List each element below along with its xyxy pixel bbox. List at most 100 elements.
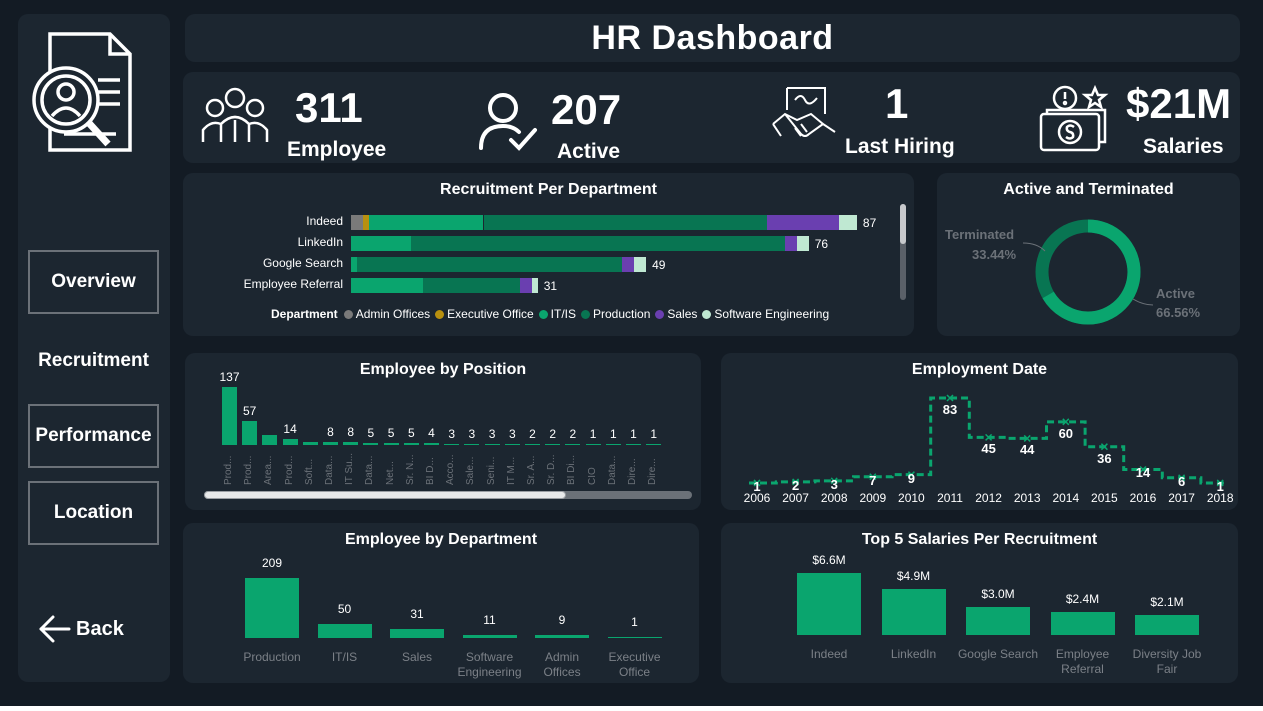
position-category-label: Net... bbox=[384, 461, 396, 485]
employment-point-marker[interactable] bbox=[869, 473, 877, 481]
recruitment-bar-segment[interactable] bbox=[357, 257, 623, 272]
position-bar[interactable] bbox=[242, 420, 258, 445]
kpi-active-value: 207 bbox=[551, 86, 622, 133]
employment-point-marker[interactable] bbox=[946, 394, 954, 402]
employment-point-marker[interactable] bbox=[985, 433, 993, 441]
position-bar[interactable] bbox=[444, 443, 460, 445]
kpi-salaries-label: Salaries bbox=[1143, 135, 1224, 158]
position-bar[interactable] bbox=[646, 444, 662, 445]
position-value-label: 1 bbox=[650, 427, 658, 441]
donut-active-arc bbox=[1035, 219, 1141, 325]
position-bar[interactable] bbox=[424, 443, 439, 445]
employment-point-marker[interactable] bbox=[907, 471, 915, 479]
recruitment-bar-segment[interactable] bbox=[351, 257, 358, 272]
position-bar[interactable] bbox=[585, 444, 601, 445]
employment-point-marker[interactable] bbox=[1216, 479, 1224, 487]
department-bar[interactable] bbox=[535, 635, 589, 638]
kpi-employee-label: Employee bbox=[287, 138, 387, 161]
position-bar[interactable] bbox=[545, 444, 561, 445]
employment-point-marker[interactable] bbox=[753, 479, 761, 487]
salary-bar[interactable] bbox=[881, 588, 946, 635]
recruitment-bar-segment[interactable] bbox=[351, 215, 364, 230]
department-bar[interactable] bbox=[462, 634, 517, 638]
position-bar[interactable] bbox=[484, 443, 500, 445]
salary-bar[interactable] bbox=[966, 606, 1030, 635]
position-bar[interactable] bbox=[262, 434, 278, 445]
recruitment-row-total: 31 bbox=[543, 279, 558, 293]
employment-point-marker[interactable] bbox=[1178, 474, 1186, 482]
employment-point-marker[interactable] bbox=[1062, 418, 1070, 426]
terminated-percent: 33.44% bbox=[972, 247, 1017, 262]
recruitment-bar-segment[interactable] bbox=[634, 257, 647, 272]
recruitment-bar-segment[interactable] bbox=[796, 236, 809, 251]
position-bar[interactable] bbox=[565, 444, 581, 445]
back-button[interactable]: Back bbox=[38, 614, 124, 644]
employment-point-marker[interactable] bbox=[1139, 465, 1147, 474]
position-value-label: 57 bbox=[243, 403, 257, 418]
position-bar[interactable] bbox=[222, 387, 237, 445]
position-bar[interactable] bbox=[525, 444, 540, 445]
recruitment-row-label: Google Search bbox=[262, 256, 343, 270]
position-category-label: Sale... bbox=[465, 456, 477, 485]
legend-label: IT/IS bbox=[550, 307, 576, 321]
position-bar[interactable] bbox=[282, 439, 298, 445]
kpi-last-hiring-value: 1 bbox=[885, 80, 909, 127]
position-bar[interactable] bbox=[383, 442, 399, 445]
recruitment-bar-segment[interactable] bbox=[369, 215, 484, 230]
recruitment-bar-segment[interactable] bbox=[351, 278, 424, 293]
employment-point-marker[interactable] bbox=[1100, 443, 1108, 451]
recruitment-bar-segment[interactable] bbox=[622, 257, 635, 272]
legend-dot bbox=[343, 309, 353, 319]
salary-bar[interactable] bbox=[1135, 615, 1199, 635]
employment-point-marker[interactable] bbox=[830, 477, 838, 485]
recruitment-bar-segment[interactable] bbox=[411, 236, 785, 251]
nav-recruitment-label[interactable]: Recruitment bbox=[38, 350, 149, 371]
recruitment-bar-segment[interactable] bbox=[483, 215, 767, 230]
legend-dot bbox=[655, 309, 665, 319]
position-bar[interactable] bbox=[626, 444, 641, 445]
salary-category-label: LinkedIn bbox=[890, 647, 937, 661]
salary-bar[interactable] bbox=[1050, 612, 1115, 635]
department-value-label: 209 bbox=[261, 556, 283, 570]
scrollbar-track[interactable] bbox=[900, 204, 906, 300]
recruitment-bar-segment[interactable] bbox=[531, 278, 538, 293]
position-category-label: BI D... bbox=[425, 457, 436, 485]
recruitment-bar-segment[interactable] bbox=[519, 278, 532, 293]
salary-bar[interactable] bbox=[797, 573, 861, 635]
department-bar[interactable] bbox=[607, 637, 662, 638]
position-bar[interactable] bbox=[323, 441, 338, 445]
scrollbar-thumb[interactable] bbox=[900, 204, 906, 244]
nav-overview-button[interactable]: Overview bbox=[28, 250, 159, 314]
position-bar[interactable] bbox=[343, 441, 359, 445]
department-bar[interactable] bbox=[390, 629, 444, 638]
department-bar[interactable] bbox=[317, 623, 372, 638]
recruitment-bar-segment[interactable] bbox=[423, 278, 520, 293]
recruitment-row-label: Employee Referral bbox=[243, 277, 343, 291]
horizontal-scrollbar-thumb[interactable] bbox=[204, 491, 566, 499]
salary-value-label: $3.0M bbox=[981, 586, 1015, 601]
position-bar[interactable] bbox=[302, 441, 318, 445]
candidate-search-icon bbox=[32, 32, 132, 152]
recruitment-bar-segment[interactable] bbox=[784, 236, 797, 251]
salaries-panel: Top 5 Salaries Per Recruitment $6.6M Inde… bbox=[721, 523, 1238, 683]
recruitment-bar-segment[interactable] bbox=[766, 215, 839, 230]
position-category-label: Area... bbox=[263, 455, 275, 485]
position-bar[interactable] bbox=[403, 442, 419, 445]
employment-point-marker[interactable] bbox=[792, 478, 800, 486]
nav-performance-button[interactable]: Performance bbox=[28, 404, 159, 468]
department-bar[interactable] bbox=[245, 578, 299, 638]
position-panel: Employee by Position 137 Prod... 57 Prod...… bbox=[185, 353, 701, 510]
position-category-label: BI Di... bbox=[566, 454, 578, 485]
position-bar[interactable] bbox=[464, 443, 480, 445]
position-value-label: 3 bbox=[468, 426, 476, 441]
nav-location-button[interactable]: Location bbox=[28, 481, 159, 545]
salary-value-label: $2.4M bbox=[1065, 592, 1100, 607]
position-bar[interactable] bbox=[504, 443, 520, 445]
position-bar[interactable] bbox=[363, 442, 379, 445]
recruitment-bar-segment[interactable] bbox=[363, 215, 370, 230]
recruitment-bar-segment[interactable] bbox=[351, 236, 412, 251]
position-bar[interactable] bbox=[605, 444, 621, 445]
employment-point-marker[interactable] bbox=[1023, 434, 1031, 442]
recruitment-row-label: LinkedIn bbox=[297, 235, 343, 249]
recruitment-bar-segment[interactable] bbox=[838, 215, 857, 230]
